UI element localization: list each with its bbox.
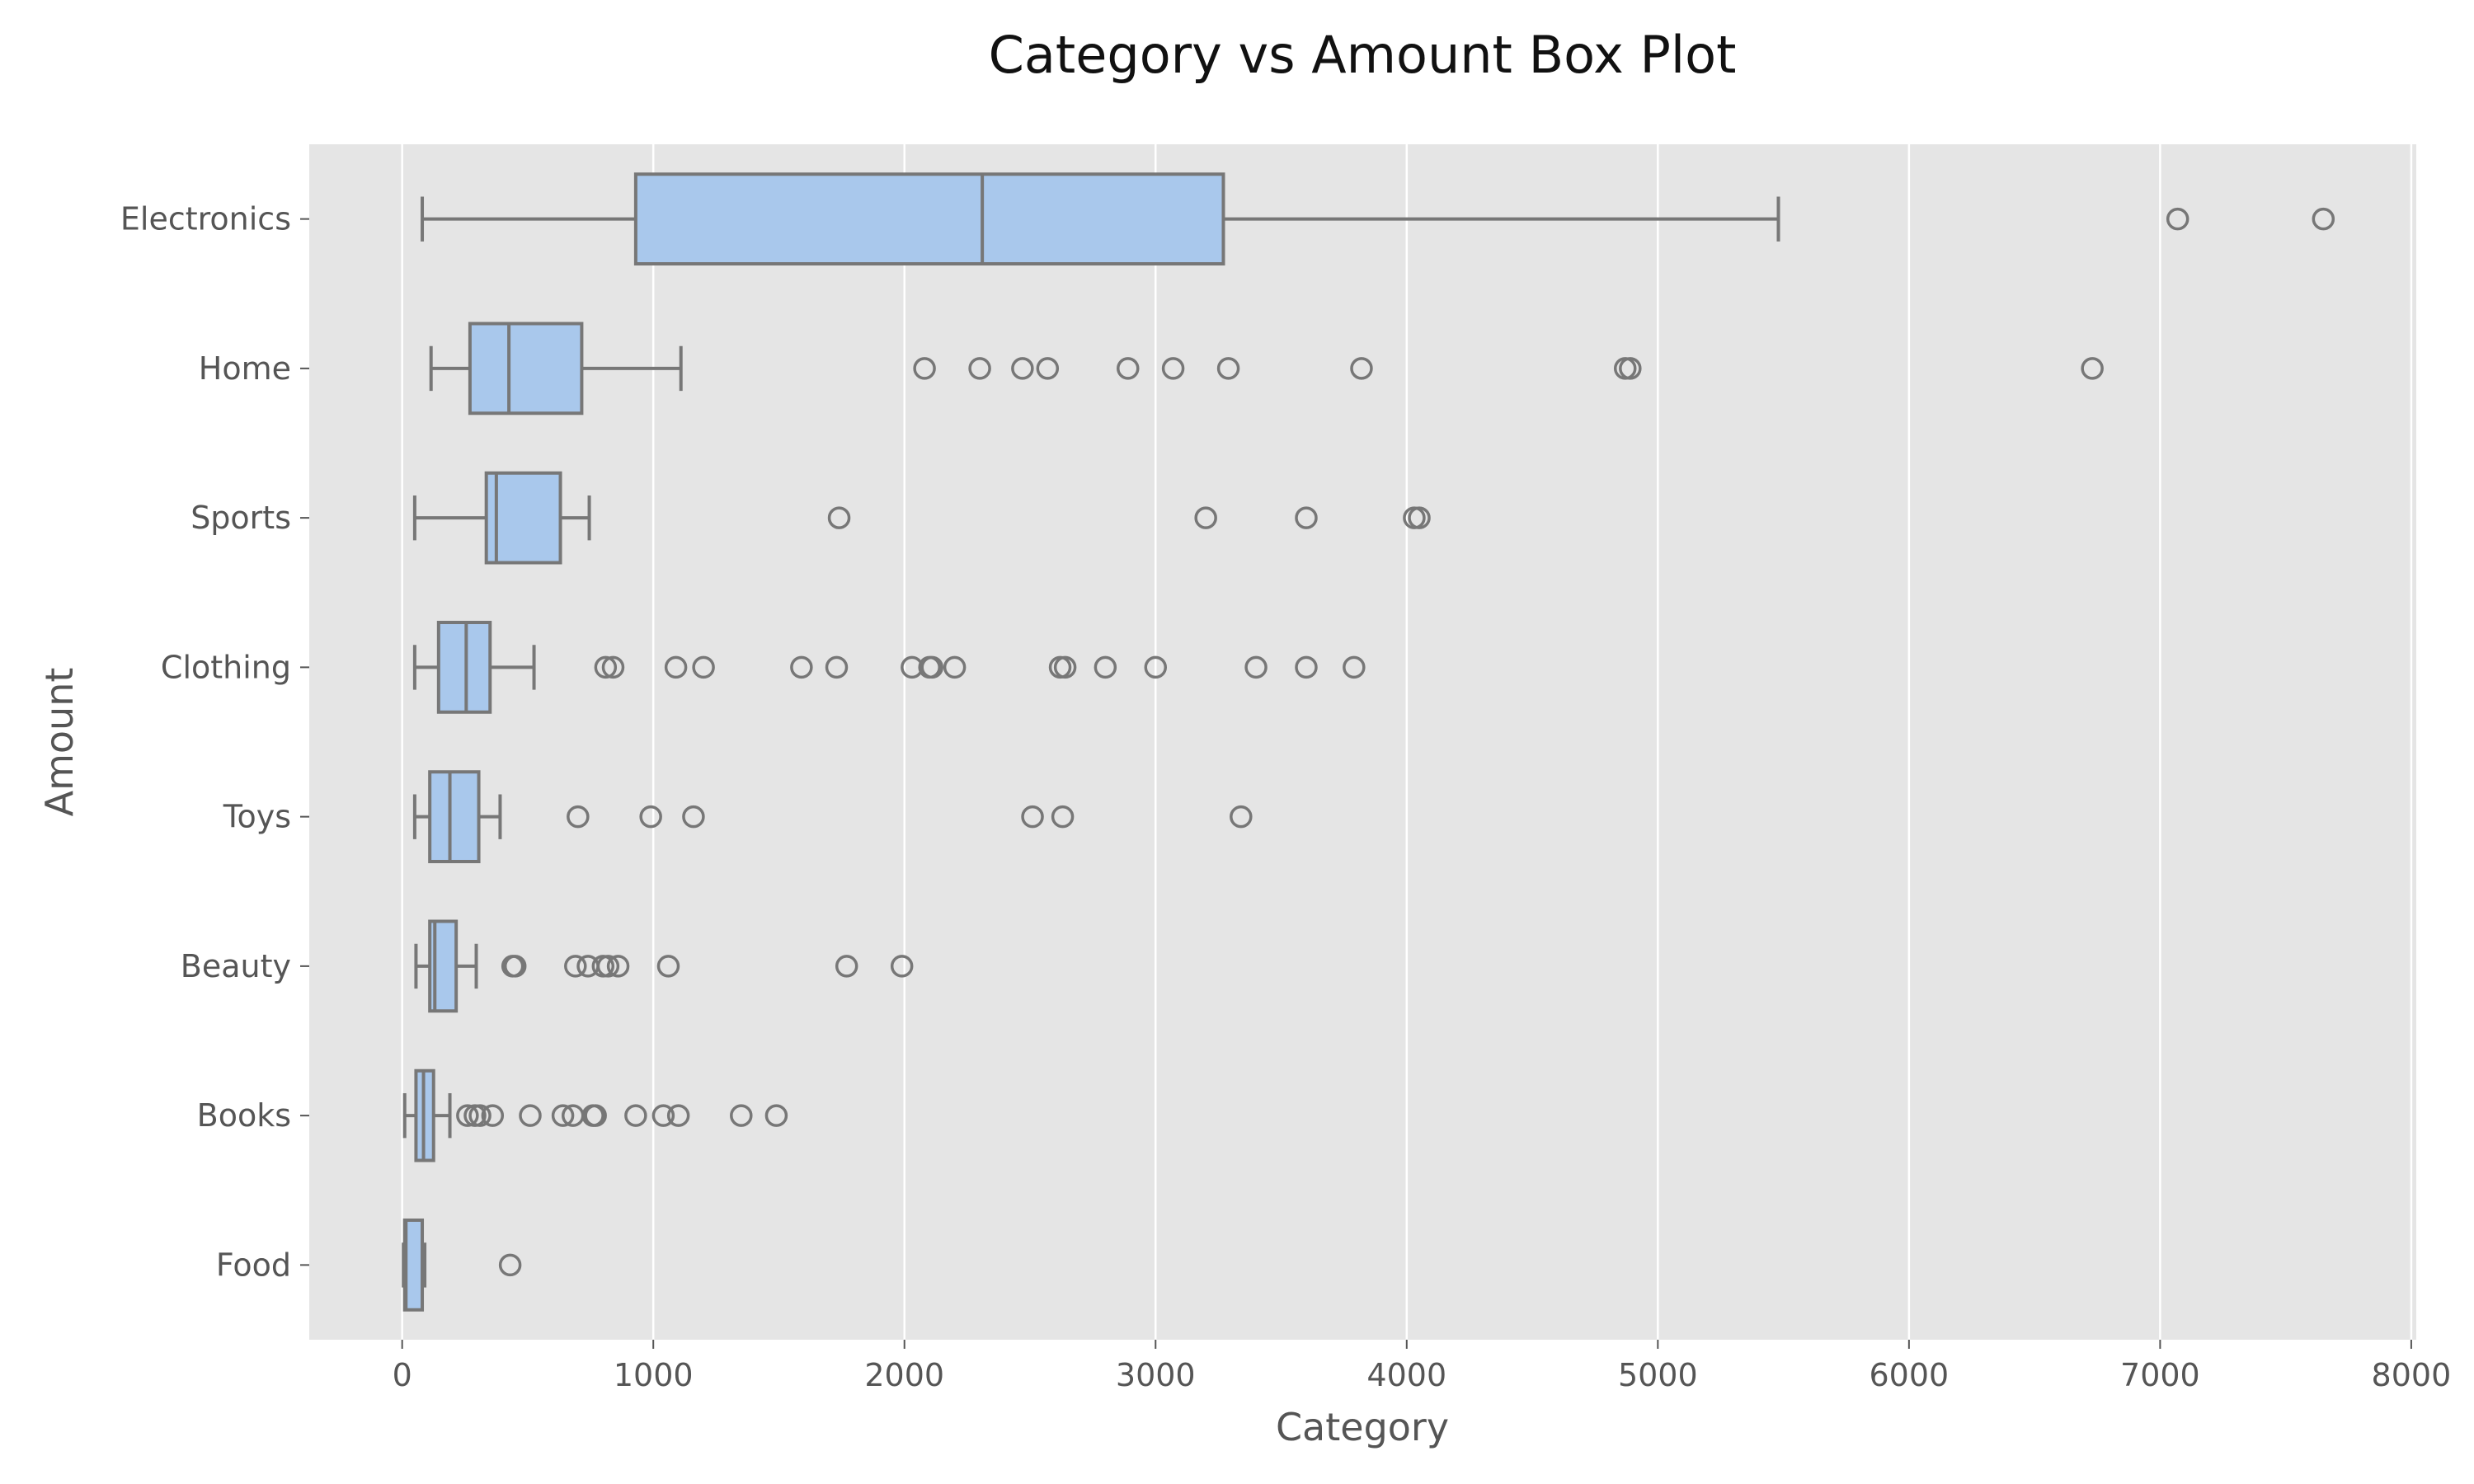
outlier-point — [656, 955, 680, 978]
box-electronics — [421, 172, 2335, 265]
y-tick-label: Clothing — [161, 649, 291, 685]
x-tick-label: 6000 — [1869, 1357, 1949, 1393]
outlier-point — [968, 357, 991, 380]
box-home — [429, 322, 2104, 416]
outlier-point — [1036, 357, 1060, 380]
box-food — [402, 1219, 522, 1312]
outlier-point — [692, 655, 715, 679]
box-iqr — [468, 322, 584, 416]
outlier-point — [1408, 506, 1431, 529]
outlier-point — [1117, 357, 1140, 380]
outlier-point — [1295, 655, 1318, 679]
outlier-point — [2166, 207, 2189, 231]
outlier-point — [601, 655, 625, 679]
outlier-point — [664, 655, 688, 679]
outlier-point — [503, 955, 527, 978]
outlier-point — [481, 1104, 505, 1127]
outlier-point — [1144, 655, 1168, 679]
outlier-point — [790, 655, 813, 679]
outlier-point — [943, 655, 967, 679]
outlier-point — [1053, 655, 1077, 679]
outlier-point — [1230, 805, 1253, 829]
box-iqr — [484, 471, 562, 565]
plot-area — [309, 144, 2416, 1340]
x-axis-label: Category — [1276, 1405, 1449, 1449]
outlier-point — [1216, 357, 1240, 380]
x-axis: 0 1000 2000 3000 4000 5000 6000 7000 8000 — [393, 1340, 2452, 1393]
chart-title: Category vs Amount Box Plot — [989, 25, 1737, 85]
y-tick-label: Food — [216, 1247, 291, 1283]
outlier-point — [835, 955, 858, 978]
box-beauty — [414, 919, 914, 1013]
outlier-point — [2081, 357, 2104, 380]
y-axis-label: Amount — [37, 668, 82, 817]
outlier-point — [1011, 357, 1034, 380]
outlier-point — [1194, 506, 1217, 529]
outlier-point — [606, 955, 630, 978]
outlier-point — [2312, 207, 2335, 231]
box-series — [402, 172, 2335, 1312]
outlier-point — [730, 1104, 753, 1127]
outlier-point — [584, 1104, 607, 1127]
outlier-point — [468, 1104, 492, 1127]
y-tick-label: Electronics — [120, 201, 291, 237]
outlier-point — [551, 1104, 575, 1127]
outlier-point — [1094, 655, 1117, 679]
outlier-point — [1051, 805, 1075, 829]
x-tick-label: 5000 — [1618, 1357, 1698, 1393]
outlier-point — [624, 1104, 647, 1127]
box-iqr — [428, 770, 481, 863]
outlier-point — [1619, 357, 1642, 380]
x-tick-label: 8000 — [2372, 1357, 2452, 1393]
outlier-point — [827, 506, 851, 529]
x-tick-label: 4000 — [1366, 1357, 1446, 1393]
y-tick-label: Beauty — [181, 948, 291, 984]
outlier-point — [498, 1253, 522, 1277]
x-tick-label: 0 — [393, 1357, 412, 1393]
outlier-point — [564, 955, 587, 978]
outlier-point — [594, 655, 618, 679]
outlier-point — [1161, 357, 1185, 380]
box-toys — [412, 770, 1253, 863]
box-books — [402, 1068, 788, 1162]
y-axis: Electronics Home Sports Clothing Toys Beauty B… — [120, 201, 309, 1283]
outlier-point — [1350, 357, 1373, 380]
box-clothing — [412, 621, 1366, 714]
outlier-point — [1295, 506, 1318, 529]
outlier-point — [1343, 655, 1366, 679]
y-tick-label: Sports — [190, 500, 291, 536]
grid-lines — [401, 144, 2413, 1340]
outlier-point — [1244, 655, 1268, 679]
x-tick-label: 7000 — [2120, 1357, 2200, 1393]
outlier-point — [1021, 805, 1044, 829]
outlier-point — [825, 655, 849, 679]
x-tick-label: 1000 — [614, 1357, 694, 1393]
y-tick-label: Toys — [223, 799, 291, 835]
outlier-point — [764, 1104, 788, 1127]
outlier-point — [682, 805, 705, 829]
x-tick-label: 3000 — [1116, 1357, 1196, 1393]
outlier-point — [666, 1104, 690, 1127]
outlier-point — [456, 1104, 479, 1127]
outlier-point — [596, 955, 620, 978]
box-sports — [412, 471, 1431, 565]
y-tick-label: Home — [199, 350, 291, 387]
outlier-point — [890, 955, 914, 978]
box-iqr — [436, 621, 492, 714]
y-tick-label: Books — [197, 1097, 291, 1134]
outlier-point — [567, 805, 590, 829]
outlier-point — [651, 1104, 675, 1127]
x-tick-label: 2000 — [864, 1357, 944, 1393]
outlier-point — [913, 357, 936, 380]
outlier-point — [519, 1104, 542, 1127]
box-iqr — [633, 172, 1225, 265]
outlier-point — [920, 655, 943, 679]
outlier-point — [639, 805, 662, 829]
